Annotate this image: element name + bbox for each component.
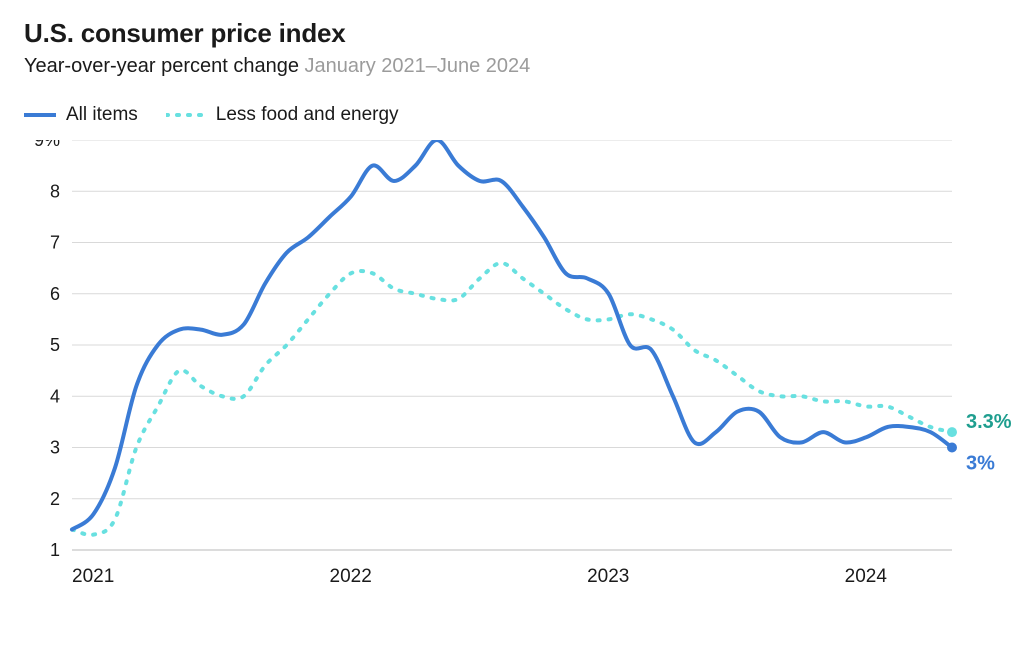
subtitle-period: January 2021–June 2024	[305, 55, 531, 77]
svg-text:8: 8	[50, 181, 60, 201]
svg-text:2024: 2024	[845, 566, 888, 587]
legend-item-all-items: All items	[24, 104, 138, 126]
svg-text:2: 2	[50, 489, 60, 509]
legend-item-core: Less food and energy	[166, 104, 399, 126]
chart-subtitle: Year-over-year percent change January 20…	[24, 55, 1000, 78]
svg-text:3.3%: 3.3%	[966, 411, 1012, 433]
svg-text:2022: 2022	[330, 566, 372, 587]
svg-text:9%: 9%	[34, 140, 60, 150]
legend-swatch-all-items	[24, 111, 56, 119]
svg-text:3: 3	[50, 438, 60, 458]
legend: All items Less food and energy	[24, 104, 1000, 126]
subtitle-main: Year-over-year percent change	[24, 55, 299, 77]
chart-area: 123456789%20212022202320243.3%3%	[24, 140, 1000, 610]
svg-text:4: 4	[50, 386, 60, 406]
svg-text:2023: 2023	[587, 566, 629, 587]
svg-text:7: 7	[50, 233, 60, 253]
legend-label-core: Less food and energy	[216, 104, 399, 126]
svg-text:2021: 2021	[72, 566, 114, 587]
svg-text:1: 1	[50, 540, 60, 560]
chart-title: U.S. consumer price index	[24, 18, 1000, 49]
legend-swatch-core	[166, 111, 206, 119]
svg-text:3%: 3%	[966, 453, 995, 475]
line-chart-svg: 1 2 3 4 5 6 7 8 9% 2021 2022 2023 2024 3.3% 3%	[24, 140, 1014, 610]
svg-text:5: 5	[50, 335, 60, 355]
svg-text:6: 6	[50, 284, 60, 304]
legend-label-all-items: All items	[66, 104, 138, 126]
